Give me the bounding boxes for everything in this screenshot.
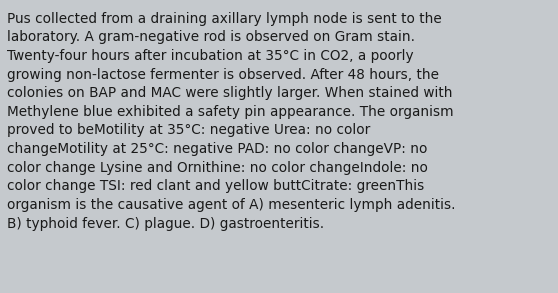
Text: Pus collected from a draining axillary lymph node is sent to the
laboratory. A g: Pus collected from a draining axillary l… — [7, 12, 455, 231]
